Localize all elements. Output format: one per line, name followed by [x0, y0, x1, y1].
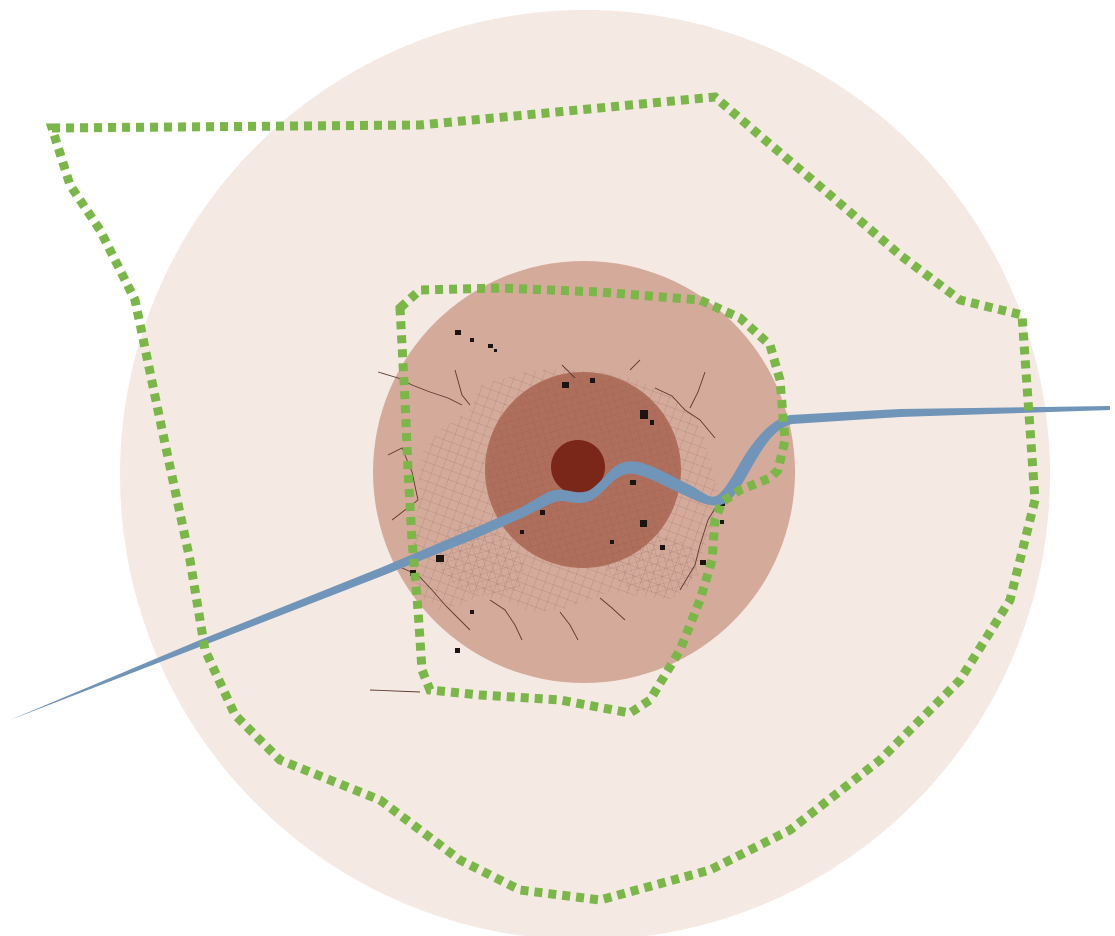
road-network	[369, 359, 721, 693]
outer-greenbelt	[45, 92, 1040, 905]
core-zone	[551, 440, 605, 494]
inner-greenbelt	[395, 283, 790, 718]
